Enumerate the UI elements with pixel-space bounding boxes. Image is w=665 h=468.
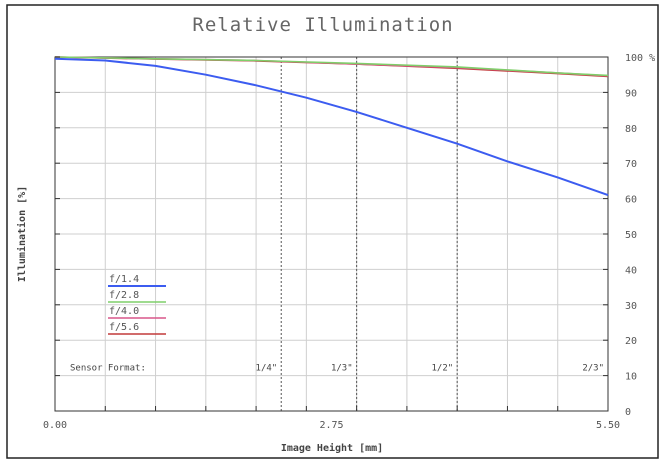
- legend-label-4: f/5.6: [109, 322, 139, 333]
- y-tick-label: 0: [625, 407, 631, 418]
- y-tick-label: 40: [625, 265, 637, 276]
- sensor-format-2: 1/3": [331, 363, 353, 373]
- y-tick-label: 10: [625, 372, 637, 383]
- series-lines: [54, 56, 609, 197]
- series-line-f-1-4: [54, 57, 609, 197]
- x-tick-label: 5.50: [596, 420, 620, 431]
- legend: f/1.4 f/2.8 f/4.0 f/5.6: [108, 274, 166, 335]
- legend-label-3: f/4.0: [109, 306, 139, 317]
- y-tick-label: 20: [625, 336, 637, 347]
- x-tick-label: 2.75: [319, 420, 343, 431]
- series-line-f-2-8: [54, 56, 609, 77]
- y-tick-label: 30: [625, 301, 637, 312]
- y-tick-label: 100 %: [625, 53, 655, 64]
- legend-label-2: f/2.8: [109, 290, 139, 301]
- chart-title: Relative Illumination: [192, 14, 453, 36]
- y-tick-label: 60: [625, 195, 637, 206]
- y-tick-label: 70: [625, 159, 637, 170]
- x-tick-label: 0.00: [43, 420, 67, 431]
- sensor-format-4: 2/3": [582, 363, 604, 373]
- outer-frame: [6, 4, 659, 459]
- axis-ticks: 0 10 20 30 40 50 60 70 80 90 100 % 0.00 2.75 5.50: [43, 53, 655, 431]
- y-axis-label: Illumination [%]: [16, 186, 28, 282]
- y-tick-label: 80: [625, 124, 637, 135]
- sensor-format-1: 1/4": [256, 363, 278, 373]
- legend-label-1: f/1.4: [109, 274, 139, 285]
- sensor-format-3: 1/2": [431, 363, 453, 373]
- sensor-format-label: Sensor Format:: [70, 363, 146, 373]
- y-tick-label: 50: [625, 230, 637, 241]
- y-tick-label: 90: [625, 88, 637, 99]
- sensor-format-markers: Sensor Format: 1/4" 1/3" 1/2" 2/3": [70, 57, 604, 411]
- x-axis-label: Image Height [mm]: [281, 442, 383, 454]
